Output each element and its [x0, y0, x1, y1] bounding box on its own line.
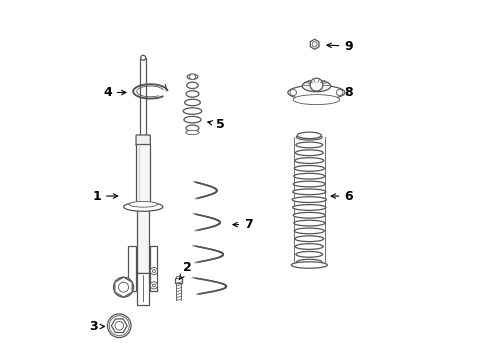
Polygon shape	[115, 277, 132, 297]
Polygon shape	[310, 39, 319, 49]
Circle shape	[114, 277, 134, 297]
Bar	[149, 246, 157, 291]
Ellipse shape	[293, 212, 325, 218]
Circle shape	[337, 89, 343, 96]
Ellipse shape	[294, 166, 324, 171]
Bar	[176, 276, 181, 278]
Text: 8: 8	[338, 86, 353, 99]
Ellipse shape	[295, 236, 324, 242]
Ellipse shape	[293, 189, 326, 195]
Text: 9: 9	[327, 40, 353, 53]
Bar	[128, 246, 136, 291]
Circle shape	[190, 74, 196, 80]
Ellipse shape	[292, 197, 326, 203]
Bar	[175, 278, 182, 283]
Circle shape	[141, 55, 146, 60]
Ellipse shape	[294, 220, 325, 226]
Ellipse shape	[293, 95, 340, 105]
Ellipse shape	[183, 108, 202, 114]
Text: 7: 7	[233, 218, 253, 231]
Ellipse shape	[184, 116, 201, 123]
Circle shape	[115, 321, 123, 330]
Ellipse shape	[185, 99, 200, 106]
Text: 2: 2	[179, 261, 192, 279]
Ellipse shape	[293, 181, 325, 187]
Ellipse shape	[293, 204, 326, 210]
Ellipse shape	[291, 262, 327, 268]
Ellipse shape	[129, 202, 157, 207]
Ellipse shape	[186, 91, 199, 97]
Circle shape	[119, 282, 128, 292]
Ellipse shape	[296, 142, 323, 148]
Text: 1: 1	[93, 190, 118, 203]
Ellipse shape	[296, 134, 322, 140]
Circle shape	[290, 89, 296, 96]
Circle shape	[150, 282, 157, 289]
Ellipse shape	[187, 82, 198, 89]
Circle shape	[150, 267, 157, 275]
Bar	[138, 273, 149, 305]
Ellipse shape	[294, 228, 324, 234]
Text: 3: 3	[89, 320, 104, 333]
Ellipse shape	[294, 174, 325, 179]
Text: 4: 4	[103, 86, 126, 99]
Ellipse shape	[295, 150, 323, 156]
Ellipse shape	[187, 74, 198, 79]
Bar	[138, 207, 149, 273]
Ellipse shape	[297, 132, 321, 139]
Circle shape	[152, 270, 155, 273]
Ellipse shape	[123, 202, 163, 211]
Bar	[136, 144, 150, 208]
Circle shape	[312, 42, 317, 47]
Ellipse shape	[186, 130, 199, 135]
Circle shape	[310, 78, 323, 91]
Ellipse shape	[295, 244, 323, 249]
Bar	[140, 58, 146, 137]
Ellipse shape	[295, 158, 324, 163]
Ellipse shape	[186, 125, 199, 131]
Polygon shape	[111, 319, 127, 333]
Ellipse shape	[302, 80, 331, 92]
Text: 6: 6	[331, 190, 353, 203]
Text: 5: 5	[208, 118, 224, 131]
Circle shape	[152, 284, 155, 287]
Ellipse shape	[296, 259, 322, 265]
FancyBboxPatch shape	[136, 135, 150, 146]
Ellipse shape	[288, 85, 345, 100]
Ellipse shape	[296, 252, 323, 257]
